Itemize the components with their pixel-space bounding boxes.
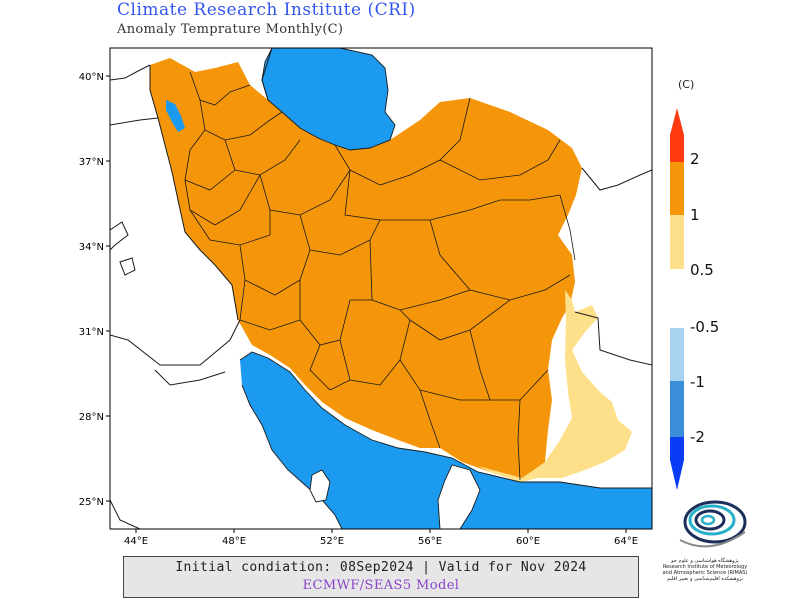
- footer-model: ECMWF/SEAS5 Model: [302, 578, 460, 593]
- lon-tick-label: 48°E: [222, 536, 246, 547]
- lon-tick-label: 52°E: [320, 536, 344, 547]
- legend-swatch-neg-1: [670, 381, 684, 437]
- qatar-peninsula: [309, 469, 331, 503]
- legend-label-0.5: 0.5: [690, 261, 714, 279]
- lat-tick-label: 25°N: [79, 497, 104, 508]
- footer-box: Initial condiation: 08Sep2024 | Valid fo…: [123, 556, 639, 598]
- caspian-coastline: [261, 48, 396, 151]
- logo-text-fa2: پژوهشکده اقلیم‌شناسی و تغییر اقلیم: [666, 576, 744, 582]
- map-frame: [109, 47, 653, 530]
- legend-swatch-over-2: [670, 108, 684, 162]
- legend-colorbar-positive: [670, 108, 684, 269]
- lon-tick-label: 60°E: [516, 536, 540, 547]
- legend-swatch-neg-0.5: [670, 328, 684, 381]
- province-borders: [184, 71, 576, 481]
- oman-peninsula: [437, 464, 481, 529]
- longitude-axis: 44°E 48°E 52°E 56°E 60°E 64°E: [124, 529, 638, 547]
- lat-tick-label: 34°N: [79, 242, 104, 253]
- chart-subtitle: Anomaly Temprature Monthly(C): [117, 22, 344, 37]
- lon-tick-label: 64°E: [614, 536, 638, 547]
- lon-tick-label: 44°E: [124, 536, 148, 547]
- rimas-logo-icon: [679, 500, 747, 548]
- lat-tick-label: 28°N: [79, 412, 104, 423]
- gulf-coastline: [239, 351, 652, 489]
- legend-swatch-1-to-2: [670, 162, 684, 215]
- latitude-axis: 40°N 37°N 34°N 31°N 28°N 25°N: [79, 72, 110, 508]
- caspian-sea: [262, 48, 395, 150]
- logo-text-en: Research Institute of Meteorology and At…: [662, 564, 748, 576]
- logo-text-fa: پژوهشگاه هواشناسی و علوم جو: [671, 558, 739, 564]
- lake-urmia: [166, 100, 185, 132]
- lat-tick-label: 40°N: [79, 72, 104, 83]
- legend-label-neg-1: -1: [690, 373, 705, 391]
- southeast-low-anomaly: [478, 290, 632, 482]
- iran-anomaly-region: [150, 58, 582, 480]
- legend-swatch-below-neg-2: [670, 437, 684, 490]
- legend-label-2: 2: [690, 150, 700, 168]
- legend-label-1: 1: [690, 206, 700, 224]
- lat-tick-label: 31°N: [79, 327, 104, 338]
- chart-title: Climate Research Institute (CRI): [117, 0, 416, 20]
- lat-tick-label: 37°N: [79, 157, 104, 168]
- legend-swatch-0.5-to-1: [670, 215, 684, 269]
- legend-colorbar-negative: [670, 328, 684, 490]
- footer-initial-condition: Initial condiation: 08Sep2024 | Valid fo…: [175, 560, 587, 575]
- arabian-coastline: [241, 384, 343, 529]
- lon-tick-label: 56°E: [418, 536, 442, 547]
- legend-label-neg-2: -2: [690, 428, 705, 446]
- legend-label-neg-0.5: -0.5: [690, 318, 720, 336]
- logo-caption: پژوهشگاه هواشناسی و علوم جو Research Ins…: [660, 558, 750, 582]
- persian-gulf: [240, 352, 652, 529]
- legend-unit: (C): [678, 78, 695, 91]
- country-borders: [110, 48, 652, 529]
